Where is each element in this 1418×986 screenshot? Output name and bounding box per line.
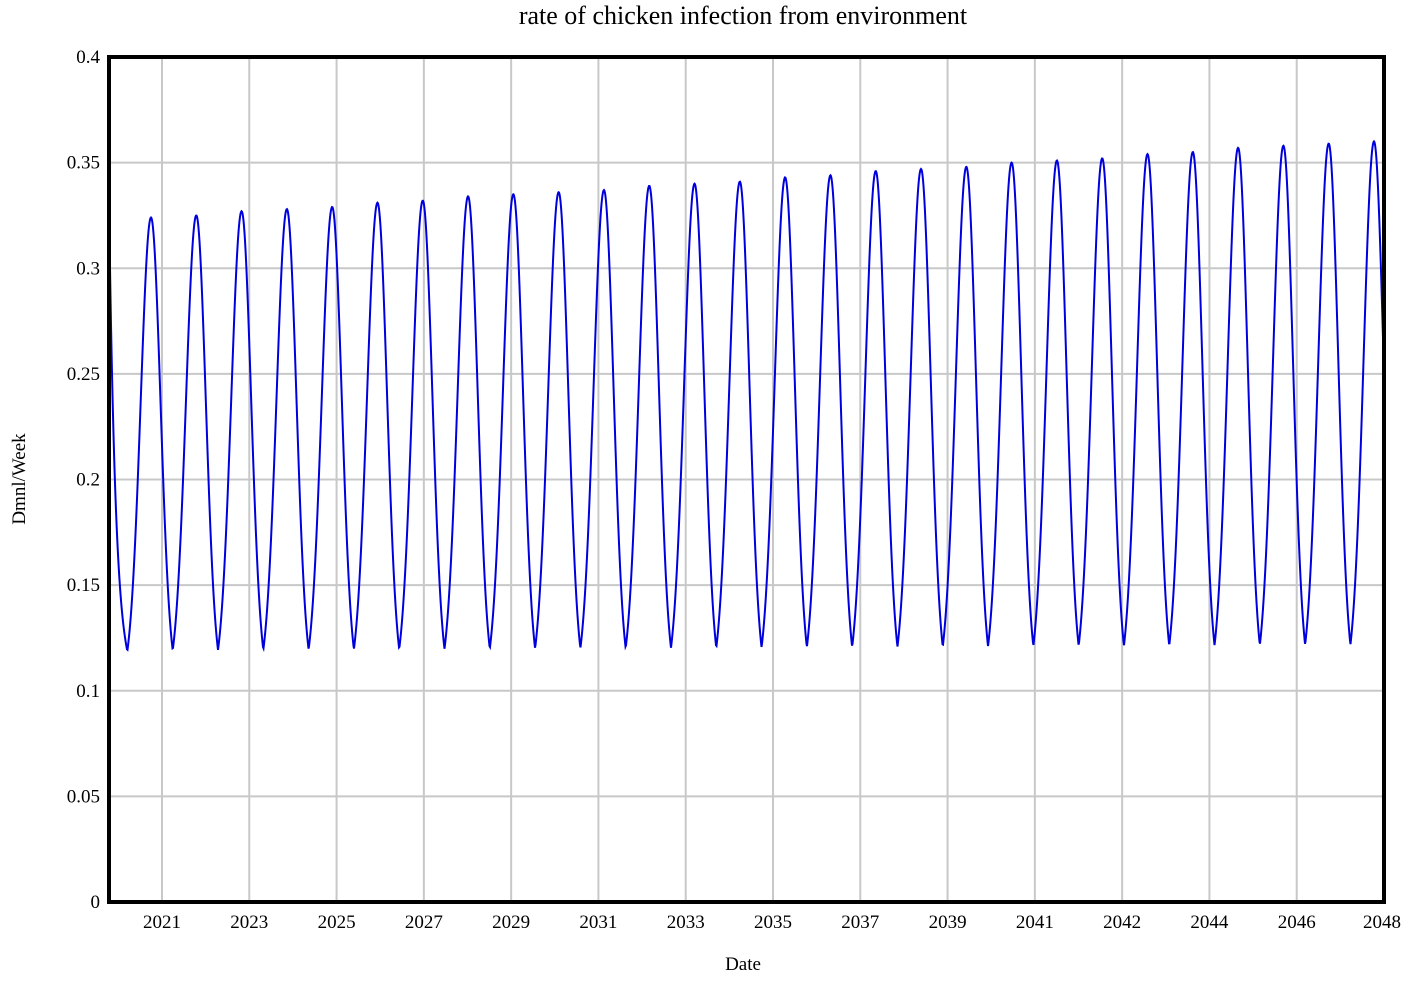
- plot-frame: [107, 55, 1386, 904]
- grid: [109, 57, 1384, 902]
- x-tick-label: 2042: [1103, 912, 1141, 933]
- x-tick-label: 2025: [318, 912, 356, 933]
- y-tick-label: 0: [91, 892, 101, 913]
- x-tick-label: 2048: [1363, 912, 1401, 933]
- x-tick-label: 2023: [230, 912, 268, 933]
- y-tick-label: 0.3: [76, 258, 100, 279]
- y-axis-ticks: 0 0.05 0.1 0.15 0.2 0.25 0.3 0.35 0.4: [67, 47, 101, 913]
- chart-title: rate of chicken infection from environme…: [519, 1, 968, 30]
- y-tick-label: 0.1: [76, 681, 100, 702]
- x-tick-label: 2046: [1278, 912, 1316, 933]
- x-tick-label: 2021: [143, 912, 181, 933]
- x-axis-ticks: 2021 2023 2025 2027 2029 2031 2033 2035 2037 2039…: [143, 912, 1401, 933]
- x-tick-label: 2029: [492, 912, 530, 933]
- x-tick-label: 2041: [1016, 912, 1054, 933]
- series-line: [109, 139, 1384, 653]
- y-tick-label: 0.05: [67, 786, 100, 807]
- y-tick-label: 0.35: [67, 153, 100, 174]
- x-tick-label: 2037: [841, 912, 879, 933]
- y-tick-label: 0.15: [67, 575, 100, 596]
- x-tick-label: 2027: [405, 912, 443, 933]
- x-tick-label: 2039: [929, 912, 967, 933]
- x-axis-label: Date: [725, 954, 761, 975]
- x-tick-label: 2031: [579, 912, 617, 933]
- y-tick-label: 0.2: [76, 470, 100, 491]
- x-tick-label: 2035: [754, 912, 792, 933]
- y-axis-label: Dmnl/Week: [9, 433, 30, 525]
- y-tick-label: 0.25: [67, 364, 100, 385]
- x-tick-label: 2044: [1190, 912, 1229, 933]
- x-tick-label: 2033: [667, 912, 705, 933]
- y-tick-label: 0.4: [76, 47, 100, 68]
